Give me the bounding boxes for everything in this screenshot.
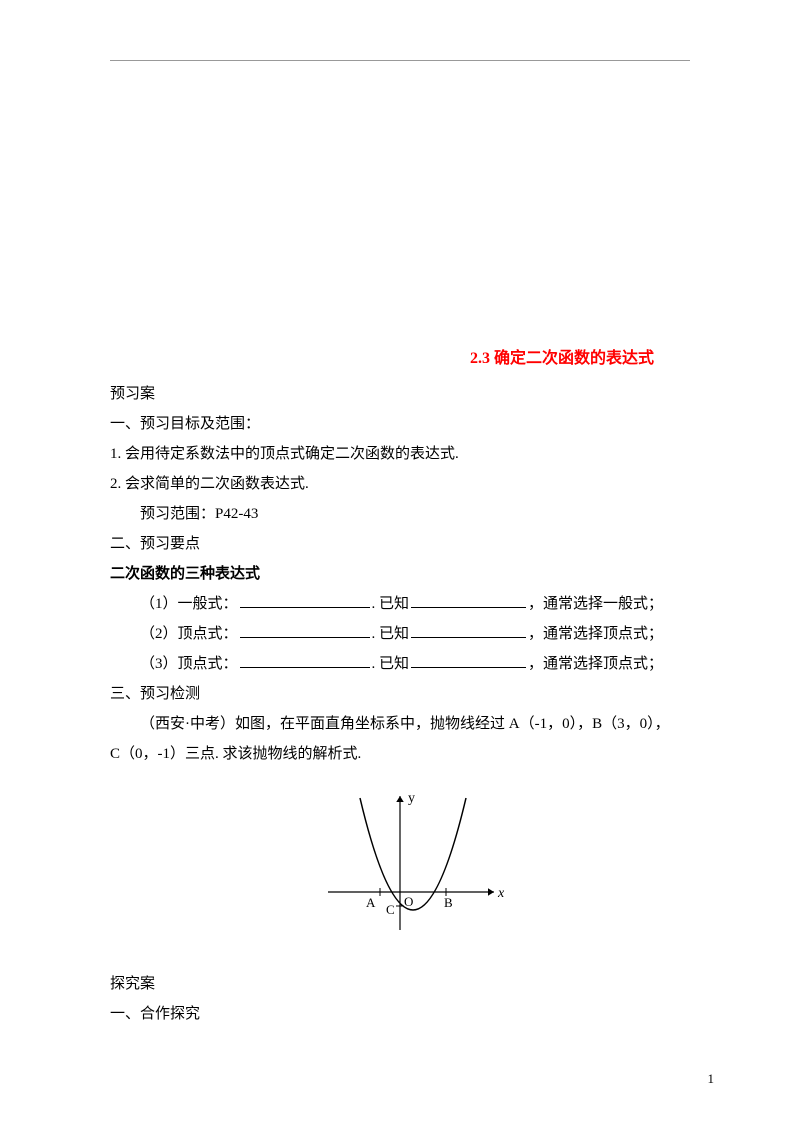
svg-text:O: O [404,894,413,909]
document-title: 2.3 确定二次函数的表达式 [110,346,690,372]
form3-label: （3）顶点式： [140,656,238,672]
form3-tail: ，通常选择顶点式； [528,656,663,672]
section-heading-preview: 预习案 [110,382,690,406]
problem-line-1: （西安·中考）如图，在平面直角坐标系中，抛物线经过 A（-1，0），B（3，0）… [110,712,680,736]
form1-mid: . 已知 [372,596,410,612]
form-row-2: （2）顶点式： . 已知 ，通常选择顶点式； [110,622,680,646]
svg-text:B: B [444,895,453,910]
goal-item-1: 1. 会用待定系数法中的顶点式确定二次函数的表达式. [110,442,690,466]
section-heading-explore: 探究案 [110,972,690,996]
content-area: 2.3 确定二次函数的表达式 预习案 一、预习目标及范围： 1. 会用待定系数法… [110,346,690,1032]
form2-label: （2）顶点式： [140,626,238,642]
form-row-1: （1）一般式： . 已知 ，通常选择一般式； [110,592,680,616]
blank-1a[interactable] [240,593,370,608]
goal-item-2: 2. 会求简单的二次函数表达式. [110,472,690,496]
blank-3a[interactable] [240,653,370,668]
top-border-rule [110,60,690,61]
page: 2.3 确定二次函数的表达式 预习案 一、预习目标及范围： 1. 会用待定系数法… [0,0,800,1132]
heading-check: 三、预习检测 [110,682,690,706]
form-row-3: （3）顶点式： . 已知 ，通常选择顶点式； [110,652,680,676]
heading-forms: 二次函数的三种表达式 [110,562,690,586]
preview-range: 预习范围：P42-43 [110,502,680,526]
heading-keypoints: 二、预习要点 [110,532,690,556]
svg-text:y: y [408,791,415,806]
problem-line-2: C（0，-1）三点. 求该抛物线的解析式. [110,742,690,766]
figure-container: y x O A B C [110,782,690,950]
page-number: 1 [708,1069,715,1090]
svg-text:A: A [366,895,376,910]
parabola-figure: y x O A B C [270,782,530,942]
svg-text:C: C [386,902,395,917]
blank-2b[interactable] [411,623,526,638]
heading-cooperate: 一、合作探究 [110,1002,690,1026]
form2-tail: ，通常选择顶点式； [528,626,663,642]
form3-mid: . 已知 [372,656,410,672]
heading-goals: 一、预习目标及范围： [110,412,690,436]
blank-3b[interactable] [411,653,526,668]
blank-2a[interactable] [240,623,370,638]
blank-1b[interactable] [411,593,526,608]
form1-tail: ，通常选择一般式； [528,596,663,612]
form2-mid: . 已知 [372,626,410,642]
form1-label: （1）一般式： [140,596,238,612]
svg-text:x: x [497,886,505,901]
